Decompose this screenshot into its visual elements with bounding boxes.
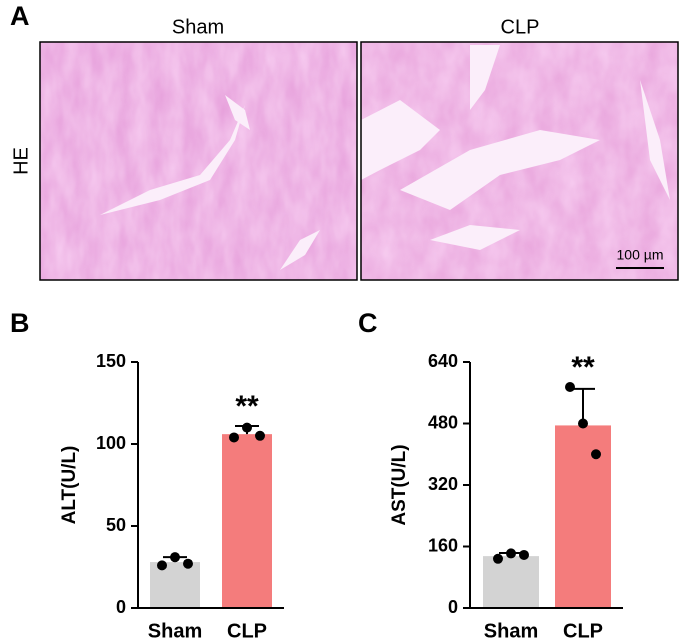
column-label: Sham (172, 16, 224, 38)
panel-letter: C (358, 308, 378, 338)
y-tick-label: 640 (428, 351, 458, 371)
data-point (565, 381, 575, 392)
data-point (157, 560, 167, 571)
x-tick-label: CLP (227, 620, 267, 642)
data-point (578, 418, 588, 429)
y-tick-label: 160 (428, 535, 458, 555)
y-tick-label: 0 (116, 597, 126, 617)
axes (137, 362, 284, 609)
scale-bar-label: 100 µm (617, 247, 664, 263)
row-label: HE (10, 147, 32, 175)
x-tick-label: Sham (484, 620, 538, 642)
panel-letter: B (10, 308, 30, 338)
bar (222, 434, 272, 608)
axes (469, 362, 623, 609)
bar (483, 556, 539, 608)
data-point (591, 449, 601, 460)
significance: ** (235, 390, 259, 423)
significance: ** (571, 351, 595, 384)
data-point (229, 432, 239, 443)
data-point (519, 549, 529, 560)
histology-clp (360, 41, 679, 281)
data-point (183, 558, 193, 569)
y-axis-label: ALT(U/L) (59, 446, 80, 525)
data-point (255, 430, 265, 441)
y-tick-label: 100 (96, 433, 126, 453)
bar (150, 562, 200, 608)
data-point (170, 552, 180, 563)
data-point (493, 553, 503, 564)
column-label: CLP (501, 16, 540, 38)
panel-letter: A (10, 1, 30, 31)
y-tick-label: 150 (96, 351, 126, 371)
y-tick-label: 480 (428, 412, 458, 432)
y-tick-label: 0 (448, 597, 458, 617)
y-axis-label: AST(U/L) (389, 444, 410, 525)
x-tick-label: Sham (148, 620, 202, 642)
data-point (242, 422, 252, 433)
y-tick-label: 320 (428, 474, 458, 494)
x-tick-label: CLP (563, 620, 603, 642)
histology-sham (39, 41, 358, 281)
y-tick-label: 50 (106, 515, 126, 535)
bar (555, 425, 611, 608)
data-point (506, 548, 516, 559)
